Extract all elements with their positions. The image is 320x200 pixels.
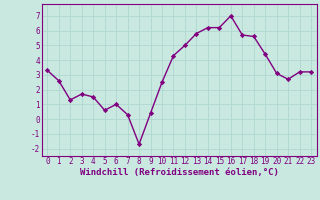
X-axis label: Windchill (Refroidissement éolien,°C): Windchill (Refroidissement éolien,°C) [80, 168, 279, 177]
